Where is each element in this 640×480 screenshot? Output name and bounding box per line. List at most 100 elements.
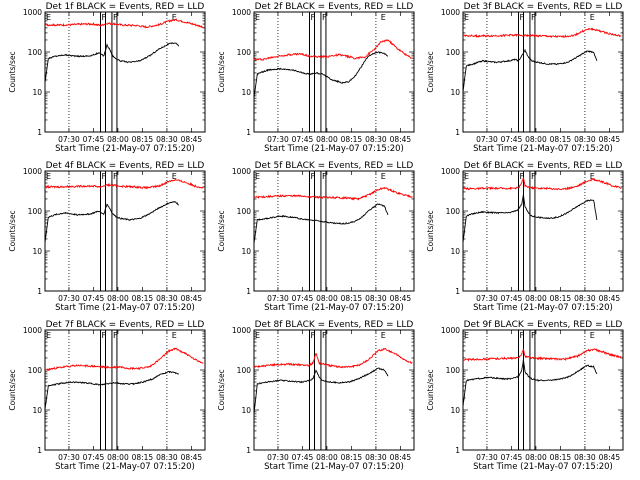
panel-det-8: Det 8f BLACK = Events, RED = LLD 1 10 100 10… — [217, 320, 415, 472]
plot-frame — [44, 170, 206, 292]
y-tick-label: 1 — [37, 128, 42, 137]
y-tick-label: 100 — [446, 366, 461, 375]
flare-marker-label: F — [322, 172, 327, 181]
panel-det-1: Det 1f BLACK = Events, RED = LLD 1 10 100 10… — [8, 2, 206, 154]
x-tick-label: 07:30 — [58, 294, 80, 303]
x-tick-label: 07:45 — [501, 294, 523, 303]
x-tick-label: 08:30 — [156, 294, 178, 303]
x-axis-label: Start Time (21-May-07 07:15:20) — [473, 303, 613, 313]
eclipse-marker-label: E — [381, 331, 386, 340]
x-tick-label: 08:45 — [181, 135, 203, 144]
eclipse-marker-label: E — [464, 13, 469, 22]
x-tick-label: 08:00 — [525, 135, 547, 144]
y-tick-label: 10 — [32, 247, 42, 256]
lld-series-line — [253, 347, 413, 369]
x-tick-label: 08:30 — [574, 294, 596, 303]
panel-det-3: Det 3f BLACK = Events, RED = LLD 1 10 100 10… — [426, 2, 624, 154]
x-tick-label: 08:15 — [550, 453, 572, 462]
x-tick-label: 08:45 — [181, 453, 203, 462]
plot-frame — [462, 329, 624, 451]
x-tick-label: 08:30 — [365, 294, 387, 303]
y-tick-label: 10 — [450, 406, 460, 415]
y-axis-label: Counts/sec — [8, 210, 17, 251]
flare-marker-label: F — [520, 13, 525, 22]
x-tick-label: 08:00 — [107, 453, 129, 462]
y-tick-label: 1000 — [23, 326, 42, 335]
plot-frame — [253, 170, 415, 292]
x-tick-label: 08:00 — [525, 453, 547, 462]
events-series-line — [253, 203, 389, 245]
x-tick-label: 08:30 — [365, 135, 387, 144]
y-tick-label: 10 — [450, 88, 460, 97]
events-series-line — [462, 194, 598, 243]
flare-marker-label: F — [113, 172, 118, 181]
panel-title: Det 3f BLACK = Events, RED = LLD — [464, 2, 623, 12]
eclipse-marker-label: E — [381, 13, 386, 22]
x-tick-label: 08:30 — [156, 135, 178, 144]
y-axis-label: Counts/sec — [426, 369, 435, 410]
x-tick-label: 08:45 — [599, 135, 621, 144]
eclipse-marker-label: E — [464, 172, 469, 181]
x-tick-label: 07:30 — [58, 453, 80, 462]
y-axis-label: Counts/sec — [8, 369, 17, 410]
panel-title: Det 5f BLACK = Events, RED = LLD — [255, 161, 414, 171]
y-tick-label: 1000 — [441, 8, 460, 17]
flare-marker-label: F — [520, 172, 525, 181]
lld-series-line — [462, 177, 622, 191]
y-axis-label: Counts/sec — [217, 210, 226, 251]
y-tick-label: 1 — [37, 287, 42, 296]
y-tick-label: 10 — [241, 247, 251, 256]
y-tick-label: 1000 — [232, 167, 251, 176]
y-tick-label: 1 — [246, 287, 251, 296]
lld-series-line — [462, 348, 622, 362]
y-tick-label: 10 — [241, 88, 251, 97]
x-axis-label: Start Time (21-May-07 07:15:20) — [264, 303, 404, 313]
x-axis-label: Start Time (21-May-07 07:15:20) — [264, 462, 404, 472]
y-tick-label: 1 — [37, 446, 42, 455]
plot-frame — [462, 11, 624, 133]
y-tick-label: 10 — [450, 247, 460, 256]
events-series-line — [253, 367, 389, 414]
flare-marker-label: F — [322, 331, 327, 340]
y-tick-label: 10 — [241, 406, 251, 415]
y-tick-label: 100 — [237, 48, 252, 57]
lld-series-line — [44, 18, 204, 29]
flare-marker-label: F — [113, 13, 118, 22]
events-series-line — [44, 370, 179, 411]
y-tick-label: 1000 — [23, 8, 42, 17]
x-tick-label: 08:15 — [341, 294, 363, 303]
x-tick-label: 08:00 — [316, 453, 338, 462]
x-tick-label: 07:30 — [58, 135, 80, 144]
y-tick-label: 100 — [446, 207, 461, 216]
x-tick-label: 07:30 — [267, 135, 289, 144]
eclipse-marker-label: E — [381, 172, 386, 181]
events-series-line — [462, 359, 598, 407]
panel-title: Det 4f BLACK = Events, RED = LLD — [46, 161, 205, 171]
x-tick-label: 08:45 — [181, 294, 203, 303]
x-tick-label: 07:45 — [501, 135, 523, 144]
y-tick-label: 1 — [455, 287, 460, 296]
y-tick-label: 1 — [246, 446, 251, 455]
panel-title: Det 9f BLACK = Events, RED = LLD — [464, 320, 623, 330]
x-tick-label: 08:15 — [132, 294, 154, 303]
x-tick-label: 07:45 — [83, 453, 105, 462]
panel-det-7: Det 7f BLACK = Events, RED = LLD 1 10 100 10… — [8, 320, 206, 472]
eclipse-marker-label: E — [590, 13, 595, 22]
eclipse-marker-label: E — [590, 331, 595, 340]
panel-title: Det 8f BLACK = Events, RED = LLD — [255, 320, 414, 330]
y-tick-label: 100 — [28, 48, 43, 57]
x-tick-label: 08:00 — [316, 135, 338, 144]
x-tick-label: 08:45 — [390, 294, 412, 303]
y-tick-label: 100 — [28, 207, 43, 216]
eclipse-marker-label: E — [172, 172, 177, 181]
panel-title: Det 1f BLACK = Events, RED = LLD — [46, 2, 205, 12]
lld-series-line — [462, 27, 622, 39]
y-axis-label: Counts/sec — [217, 51, 226, 92]
plot-frame — [462, 170, 624, 292]
y-tick-label: 1000 — [441, 167, 460, 176]
flare-marker-label: F — [102, 172, 107, 181]
x-tick-label: 07:45 — [292, 135, 314, 144]
flare-marker-label: F — [322, 13, 327, 22]
x-tick-label: 08:00 — [107, 135, 129, 144]
x-tick-label: 07:45 — [292, 453, 314, 462]
